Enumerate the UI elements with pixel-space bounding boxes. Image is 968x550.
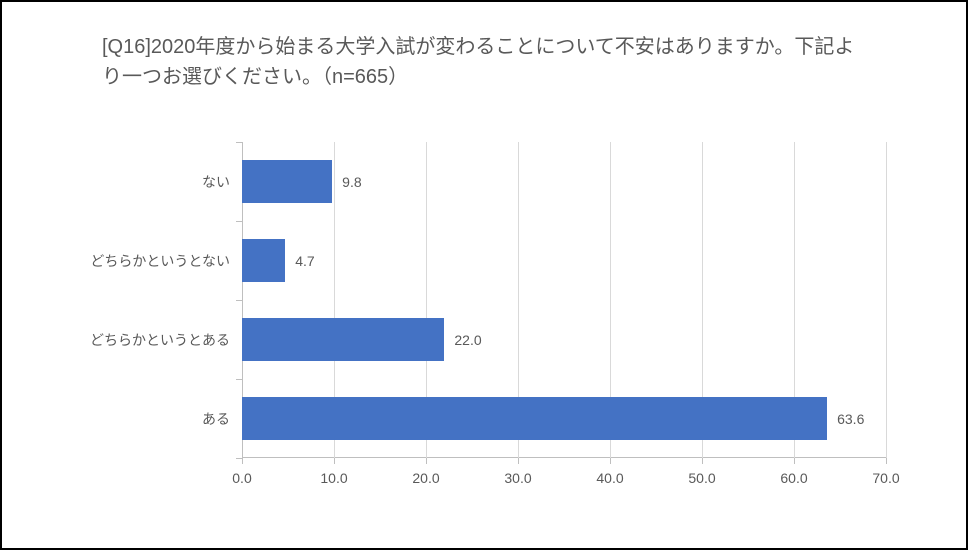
x-tick-mark bbox=[886, 458, 887, 464]
y-tick-mark bbox=[236, 142, 242, 143]
x-tick-label: 30.0 bbox=[504, 470, 531, 486]
chart-title: [Q16]2020年度から始まる大学入試が変わることについて不安はありますか。下… bbox=[102, 32, 866, 92]
y-tick-mark bbox=[236, 458, 242, 459]
x-tick-mark bbox=[334, 458, 335, 464]
x-tick-mark bbox=[610, 458, 611, 464]
bar-value-label: 4.7 bbox=[295, 253, 314, 269]
y-tick-mark bbox=[236, 379, 242, 380]
x-tick-label: 20.0 bbox=[412, 470, 439, 486]
bar bbox=[242, 160, 332, 203]
bar bbox=[242, 239, 285, 282]
bar-value-label: 9.8 bbox=[342, 174, 361, 190]
x-tick-label: 60.0 bbox=[780, 470, 807, 486]
gridline bbox=[886, 142, 887, 458]
bar-value-label: 22.0 bbox=[454, 332, 481, 348]
y-tick-mark bbox=[236, 300, 242, 301]
chart-frame: [Q16]2020年度から始まる大学入試が変わることについて不安はありますか。下… bbox=[0, 0, 968, 550]
bar bbox=[242, 318, 444, 361]
chart-area: 0.0 10.0 20.0 30.0 40.0 50.0 60.0 70.0 ない 9.8 どちらか… bbox=[62, 142, 906, 508]
x-tick-label: 50.0 bbox=[688, 470, 715, 486]
y-category-label: どちらかというとある bbox=[90, 330, 230, 350]
plot-region: 0.010.020.030.040.050.060.070.0ない9.8どちらか… bbox=[242, 142, 886, 458]
x-tick-mark bbox=[426, 458, 427, 464]
bar-value-label: 63.6 bbox=[837, 411, 864, 427]
x-tick-mark bbox=[242, 458, 243, 464]
x-tick-mark bbox=[518, 458, 519, 464]
bar bbox=[242, 397, 827, 440]
y-tick-mark bbox=[236, 221, 242, 222]
x-tick-mark bbox=[794, 458, 795, 464]
y-category-label: どちらかというとない bbox=[90, 251, 230, 271]
y-category-label: ない bbox=[202, 172, 230, 192]
x-tick-label: 10.0 bbox=[320, 470, 347, 486]
x-axis bbox=[242, 457, 886, 458]
x-tick-label: 0.0 bbox=[232, 470, 251, 486]
x-tick-label: 70.0 bbox=[872, 470, 899, 486]
y-category-label: ある bbox=[202, 409, 230, 429]
x-tick-label: 40.0 bbox=[596, 470, 623, 486]
x-tick-mark bbox=[702, 458, 703, 464]
